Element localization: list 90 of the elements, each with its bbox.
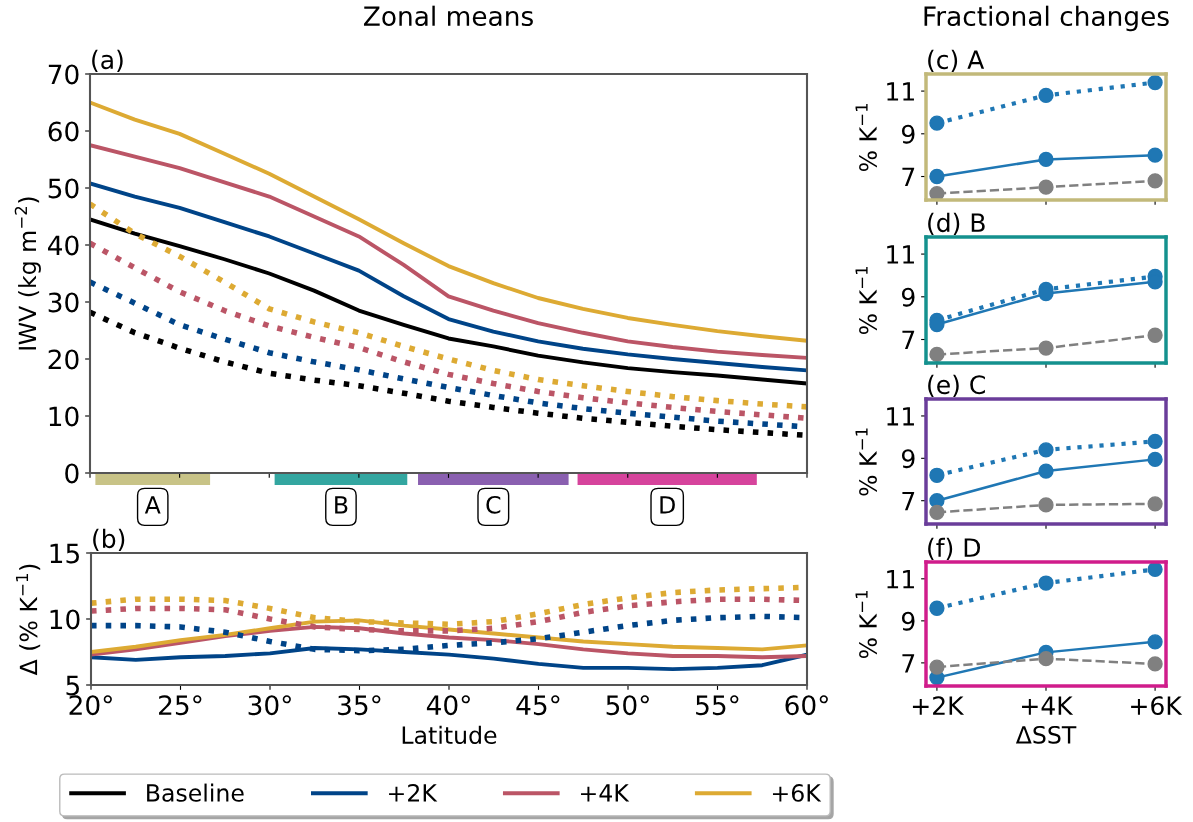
point [929,185,945,200]
y-tick-label: 20 [48,349,79,370]
y-tick-label: 7 [902,654,915,673]
x-axis-title: Latitude [402,725,497,745]
point [1147,433,1163,450]
y-tick-label: 30 [48,292,79,313]
y-tick-label: 70 [48,64,79,85]
text: B [335,496,348,514]
x-tick-label: +2K [912,696,965,715]
text: A [144,496,161,514]
text: D [660,496,675,514]
point [1147,562,1163,577]
y-tick-label: 10 [49,406,79,427]
y-tick-label: 7 [902,167,915,187]
point [929,659,945,675]
point [929,504,945,520]
y-tick-label: 7 [902,330,915,350]
chart-title: (c) A [928,49,985,73]
point [1147,327,1163,343]
point [1038,497,1054,513]
point [929,346,945,363]
x-tick-label: 40° [426,695,470,716]
x-tick-label: 30° [248,695,291,716]
point [1147,173,1163,189]
x-tick-label: 50° [606,695,649,716]
point [1038,463,1054,479]
point [1147,496,1163,512]
chart-title: (e) C [928,374,985,398]
y-tick-label: 60 [48,121,79,142]
x-tick-label: 60° [785,695,828,716]
point [1038,575,1054,591]
point [1038,87,1054,103]
point [1147,74,1163,91]
y-tick-label: 40 [47,235,79,256]
text: Fractional changes [924,5,1169,32]
x-tick-label: 25° [159,695,202,716]
line-series [90,181,807,373]
point [929,168,945,185]
point [1147,451,1163,468]
point [1038,651,1054,667]
y-tick-label: 15 [50,543,79,564]
chart-title: (f) D [928,537,981,561]
y-axis-title: IWV (kg m$^{−2}$) [14,197,41,350]
y-tick-label: 7 [902,491,915,511]
x-tick-label: +6K [1131,696,1183,716]
point [1038,179,1054,195]
point [929,115,945,131]
x-tick-label: 20° [69,695,112,716]
y-tick-label: 0 [65,463,79,484]
y-tick-label: 9 [901,449,915,469]
y-tick-label: 9 [901,124,915,144]
legend-label: +2K [389,783,438,802]
x-tick-label: 55° [696,695,739,716]
legend-label: +6K [772,783,822,802]
point [1038,340,1054,356]
y-tick-label: 5 [66,675,79,696]
line-series [90,217,807,386]
y-tick-label: 11 [887,407,914,426]
text: Zonal means [363,5,533,27]
legend-label: +4K [581,784,630,802]
y-tick-label: 9 [901,287,915,307]
chart-title: (b) [93,528,125,552]
line-series [90,143,807,360]
y-tick-label: 9 [901,611,915,631]
chart-title: (d) B [928,212,985,236]
y-tick-label: 11 [887,245,914,264]
point [1038,442,1054,458]
y-axis-title: % K$^{−1}$ [855,590,877,659]
point [929,467,945,483]
y-tick-label: 11 [887,570,914,589]
chart-title: (a) [92,49,123,73]
x-tick-label: 45° [516,695,560,716]
y-axis-title: Δ (% K$^{−1}$) [15,564,41,676]
x-tick-label: +4K [1022,696,1074,715]
y-tick-label: 50 [48,178,79,199]
point [1147,656,1163,672]
line-series [90,100,807,343]
legend-label: Baseline [147,783,244,802]
y-axis-title: % K$^{−1}$ [855,266,877,335]
x-tick-label: 35° [338,695,381,716]
y-tick-label: 11 [887,82,914,101]
y-axis-title: % K$^{−1}$ [855,428,877,496]
point [929,600,945,616]
y-axis-title: % K$^{−1}$ [855,103,877,172]
y-tick-label: 10 [50,609,80,630]
point [1147,147,1163,163]
x-axis-title: ΔSST [1015,725,1077,744]
text: C [486,495,501,514]
point [1147,634,1163,650]
point [1038,151,1054,168]
